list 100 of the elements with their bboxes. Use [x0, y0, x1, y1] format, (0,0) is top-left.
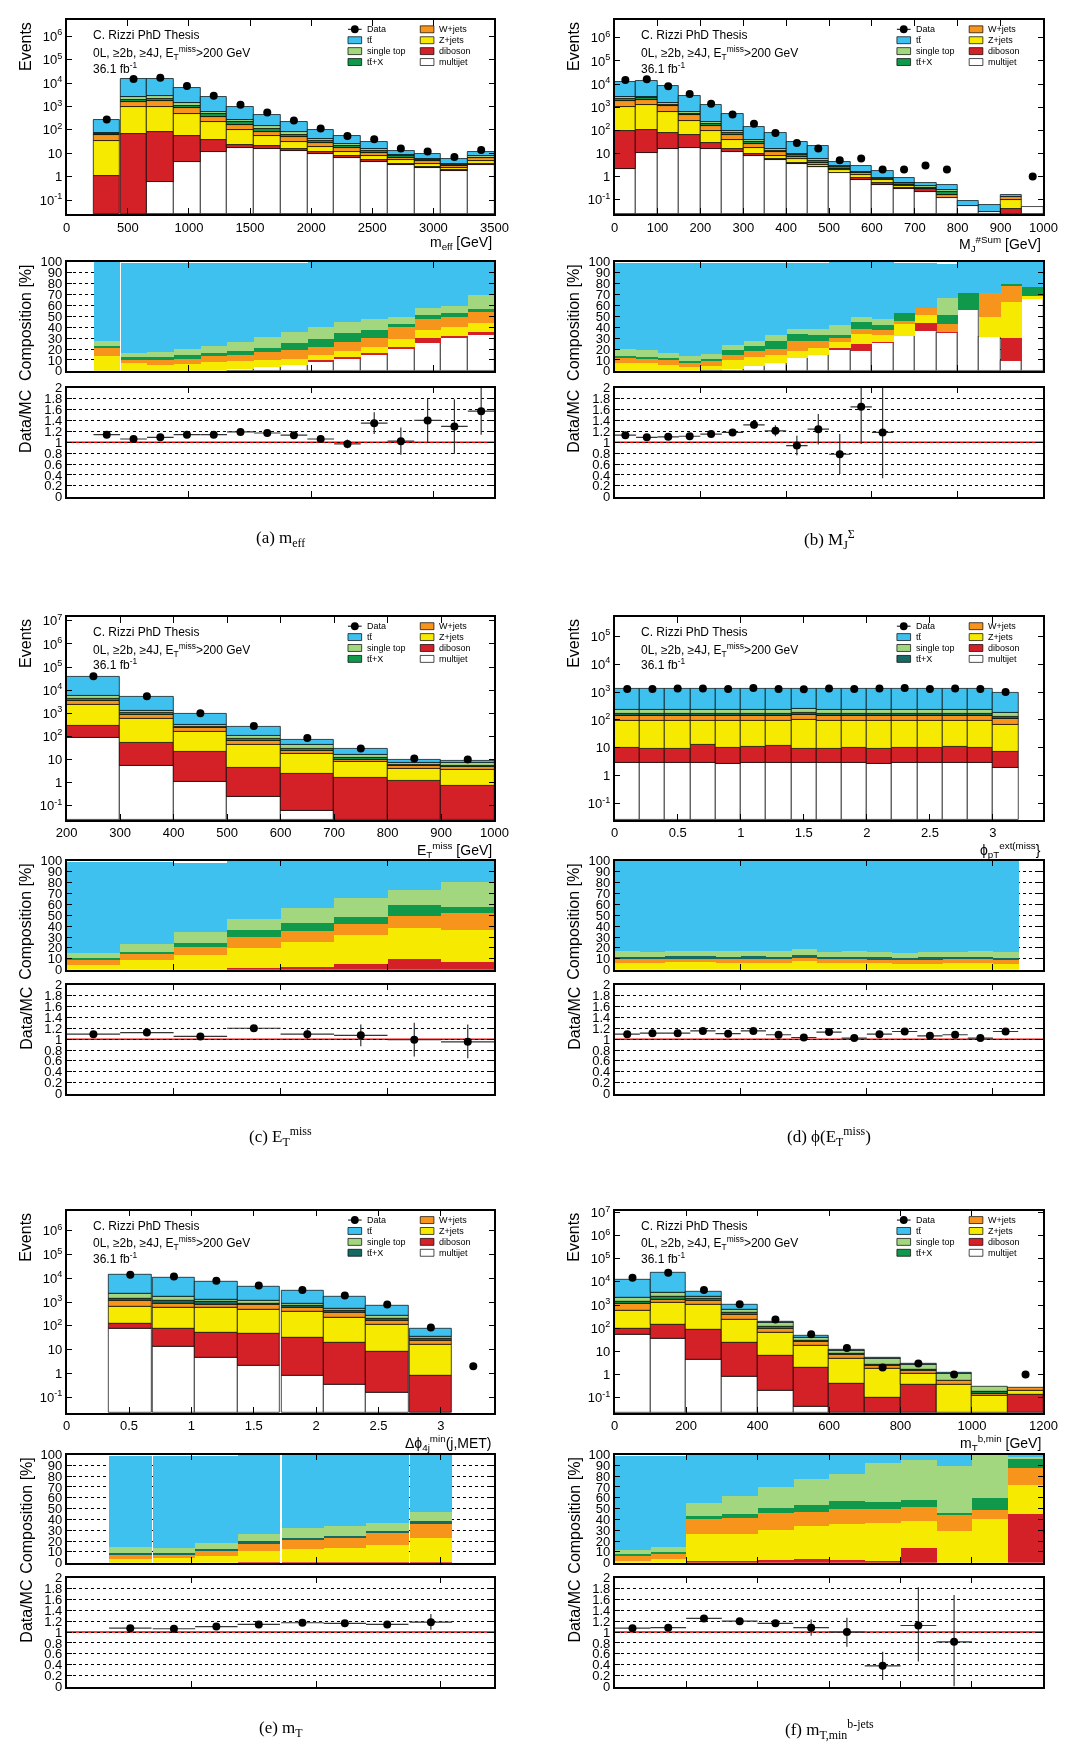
- x-tick-label: 3500: [480, 219, 509, 235]
- legend-label: Data: [367, 1215, 387, 1225]
- y-axis-title: Events: [565, 22, 583, 71]
- y-tick-label: 10$^{4}$: [42, 74, 63, 91]
- y-axis-title: Data/MC: [565, 1579, 583, 1643]
- x-tick-label: 1000: [480, 825, 509, 841]
- y-tick-label: 1: [55, 169, 63, 185]
- y-tick-label: 10: [595, 740, 611, 756]
- legend-label: tt̄+X: [916, 1248, 933, 1258]
- legend-label: Data: [916, 1215, 936, 1225]
- legend-label: tt̄: [367, 1226, 373, 1236]
- y-tick-label: 10$^{2}$: [42, 120, 63, 138]
- text: (e) m$_{T}$: [259, 1718, 304, 1740]
- annotation: 0L, ≥2b, ≥4J, E$_{T}$$^{miss}$>200 GeV: [641, 641, 799, 659]
- legend-label: tt̄+X: [367, 654, 384, 664]
- y-axis-title: Data/MC: [565, 389, 583, 453]
- annotation: 36.1 fb$^{-1}$: [641, 60, 686, 77]
- y-tick-label: 10$^{2}$: [42, 1317, 63, 1334]
- y-axis-title: Composition [%]: [17, 863, 35, 980]
- x-tick-label: 900: [989, 219, 1012, 235]
- legend-label: diboson: [988, 1237, 1020, 1247]
- legend-label: Z+jets: [439, 1226, 465, 1236]
- annotation: 0L, ≥2b, ≥4J, E$_{T}$$^{miss}$>200 GeV: [93, 44, 251, 62]
- x-tick-label: 500: [818, 219, 840, 235]
- x-tick-label: 200: [689, 219, 712, 235]
- y-tick-label: 10$^{-1}$: [587, 1388, 611, 1406]
- x-tick-label: 1.5: [244, 1418, 263, 1434]
- x-tick-label: 400: [775, 219, 797, 235]
- y-axis-title: Composition [%]: [17, 264, 35, 381]
- legend-label: multijet: [988, 654, 1018, 664]
- x-tick-label: 3: [437, 1418, 445, 1434]
- legend-label: diboson: [439, 643, 471, 653]
- legend-label: diboson: [988, 46, 1020, 56]
- x-axis-title: m$_{T}$$^{b,min}$ [GeV]: [960, 1433, 1042, 1453]
- y-tick-label: 0: [55, 962, 63, 978]
- annotation: C. Rizzi PhD Thesis: [641, 625, 748, 639]
- legend-label: tt̄: [916, 632, 922, 642]
- legend-label: W+jets: [439, 621, 468, 631]
- y-tick-label: 0: [55, 1555, 63, 1571]
- legend-label: multijet: [439, 654, 469, 664]
- legend-label: W+jets: [988, 621, 1017, 631]
- y-tick-label: 1.4: [44, 413, 63, 428]
- y-tick-label: 10: [47, 1342, 63, 1358]
- y-tick-label: 10$^{3}$: [42, 1293, 63, 1310]
- annotation: 36.1 fb$^{-1}$: [641, 656, 686, 673]
- x-tick-label: 1000: [957, 1418, 987, 1434]
- y-tick-label: 10$^{5}$: [42, 50, 63, 68]
- y-tick-label: 10$^{5}$: [590, 1249, 611, 1267]
- x-axis-title: E$_{T}$$^{miss}$ [GeV]: [417, 840, 493, 860]
- legend-label: single top: [916, 643, 955, 653]
- x-tick-label: 1: [737, 825, 745, 841]
- y-tick-label: 10$^{3}$: [42, 704, 63, 721]
- legend-label: Z+jets: [439, 632, 465, 642]
- legend-label: tt̄: [916, 1226, 922, 1236]
- x-tick-label: 400: [746, 1418, 769, 1434]
- x-tick-label: 1500: [235, 219, 265, 235]
- x-tick-label: 2.5: [920, 825, 939, 841]
- x-tick-label: 2500: [357, 219, 387, 235]
- y-tick-label: 10$^{7}$: [42, 611, 63, 629]
- y-tick-label: 0: [603, 1555, 611, 1571]
- y-tick-label: 0: [603, 1679, 611, 1695]
- legend-label: diboson: [439, 46, 471, 56]
- annotation: 0L, ≥2b, ≥4J, E$_{T}$$^{miss}$>200 GeV: [93, 1234, 251, 1252]
- y-tick-label: 1: [55, 775, 63, 791]
- x-tick-label: 1: [187, 1418, 196, 1434]
- legend-label: multijet: [439, 1248, 469, 1258]
- y-tick-label: 10$^{5}$: [42, 1245, 63, 1263]
- legend-label: single top: [916, 1237, 955, 1247]
- legend-label: Data: [367, 621, 387, 631]
- y-tick-label: 0: [603, 1086, 611, 1102]
- x-tick-label: 1.5: [794, 825, 813, 841]
- y-tick-label: 1: [603, 768, 611, 784]
- y-tick-label: 10$^{6}$: [42, 635, 63, 652]
- x-tick-label: 800: [889, 1418, 912, 1434]
- y-tick-label: 10$^{6}$: [42, 27, 63, 44]
- legend-label: Data: [916, 24, 936, 34]
- y-tick-label: 1: [55, 1366, 63, 1382]
- legend-label: Data: [367, 24, 387, 34]
- y-tick-label: 10$^{-1}$: [39, 191, 63, 208]
- legend-label: single top: [916, 46, 955, 56]
- y-tick-label: 0: [55, 489, 63, 505]
- y-tick-label: 10$^{3}$: [590, 98, 611, 115]
- y-tick-label: 10$^{5}$: [590, 52, 611, 69]
- legend-label: Z+jets: [988, 632, 1014, 642]
- y-tick-label: 0: [55, 1679, 63, 1695]
- legend-label: W+jets: [439, 1215, 468, 1225]
- y-axis-title: Composition [%]: [565, 1457, 583, 1574]
- x-tick-label: 700: [903, 219, 926, 235]
- text: (a) m$_{eff}$: [256, 528, 306, 550]
- x-tick-label: 800: [376, 825, 399, 841]
- y-tick-label: 10$^{-1}$: [39, 1388, 63, 1405]
- x-tick-label: 2: [863, 825, 871, 841]
- x-tick-label: 3000: [418, 219, 448, 235]
- legend-label: multijet: [988, 57, 1018, 67]
- legend-label: W+jets: [988, 24, 1017, 34]
- x-tick-label: 0.5: [120, 1418, 139, 1434]
- x-tick-label: 900: [430, 825, 452, 841]
- y-axis-title: Composition [%]: [17, 1457, 35, 1574]
- y-tick-label: 10: [47, 145, 63, 161]
- legend-label: single top: [367, 1237, 406, 1247]
